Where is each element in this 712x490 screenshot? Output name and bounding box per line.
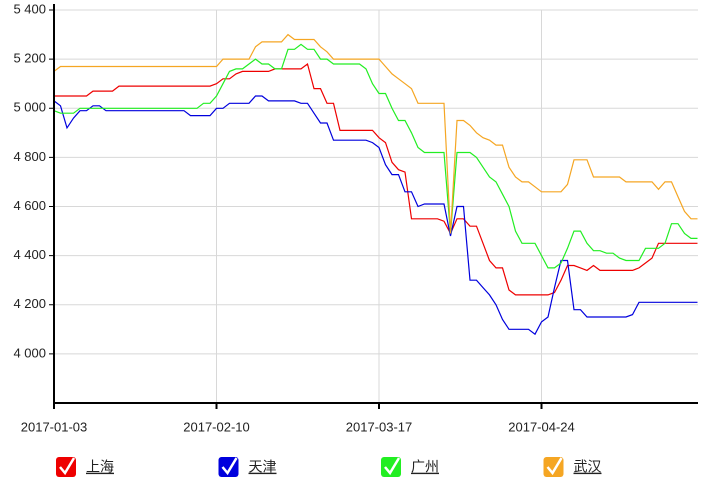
y-tick-label: 5 200 [13,51,46,66]
y-tick-label: 4 600 [13,198,46,213]
legend-check [59,457,76,476]
y-tick-label: 5 000 [13,100,46,115]
legend-item[interactable]: 武汉 [543,457,602,477]
legend-item[interactable]: 广州 [381,457,439,477]
legend-label: 武汉 [574,459,602,475]
series-line [53,43,698,269]
legend-item[interactable]: 上海 [56,457,114,477]
series-line [54,62,698,296]
series-line [53,95,698,336]
legend-check [384,457,401,476]
y-tick-label: 4 800 [13,149,46,164]
legend-label: 天津 [249,459,277,475]
legend-label: 上海 [86,459,114,475]
legend-check [546,457,563,476]
series-line [53,33,698,234]
y-tick-label: 4 200 [13,296,46,311]
legend-label: 广州 [411,459,439,475]
y-tick-label: 4 000 [13,345,46,360]
legend-item[interactable]: 天津 [218,457,277,477]
y-tick-label: 4 400 [13,247,46,262]
x-tick-label: 2017-04-24 [508,419,575,434]
y-tick-label: 5 400 [13,1,46,16]
x-tick-label: 2017-03-17 [346,419,413,434]
x-tick-label: 2017-01-03 [21,419,88,434]
x-tick-label: 2017-02-10 [183,419,250,434]
legend-check [221,457,238,476]
